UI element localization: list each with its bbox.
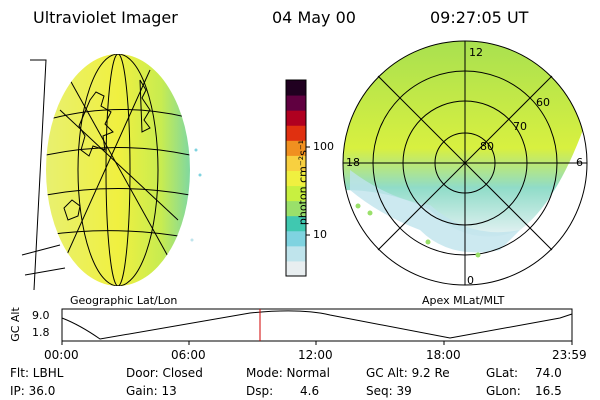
timeline-x-tick-0: 00:00 [44, 348, 79, 362]
timeline-x-tick-2: 12:00 [298, 348, 333, 362]
colorbar-tick-10: 10 [313, 228, 327, 241]
timeline-y-tick-low: 1.8 [32, 326, 50, 339]
status-seq: Seq: 39 [366, 384, 412, 398]
timeline-y-label: GC Alt [8, 307, 22, 342]
geographic-label: Geographic Lat/Lon [70, 294, 178, 307]
status-flt: Flt: LBHL [10, 366, 64, 380]
status-dsp-value: 4.6 [300, 384, 320, 398]
status-dsp-label: Dsp: [246, 384, 274, 398]
status-glon-label: GLon: [486, 384, 521, 398]
timeline-y-tick-high: 9.0 [32, 309, 50, 322]
status-mode: Mode: Normal [246, 366, 330, 380]
colorbar-band [286, 215, 306, 232]
status-door: Door: Closed [126, 366, 203, 380]
mlt-label-18: 18 [346, 156, 360, 169]
status-glat-value: 74.0 [535, 366, 562, 380]
lat-label-70: 70 [513, 120, 527, 133]
timeline-x-tick-4: 23:59 [552, 348, 587, 362]
colorbar-tick-100: 100 [313, 140, 334, 153]
colorbar-band [286, 155, 306, 171]
colorbar-band [286, 185, 306, 202]
colorbar-band [286, 170, 306, 187]
apex-label: Apex MLat/MLT [422, 294, 505, 307]
status-glon-value: 16.5 [535, 384, 562, 398]
lat-label-80: 80 [480, 140, 494, 153]
colorbar-band [286, 140, 306, 156]
mlt-label-12: 12 [469, 46, 483, 59]
colorbar-band [286, 260, 306, 277]
colorbar-band [286, 110, 306, 126]
colorbar-band [286, 125, 306, 141]
timeline-x-tick-3: 18:00 [426, 348, 461, 362]
lat-label-60: 60 [536, 96, 550, 109]
polar-plot [342, 40, 588, 286]
status-ip: IP: 36.0 [10, 384, 56, 398]
colorbar-band [286, 80, 306, 96]
instrument-title: Ultraviolet Imager [33, 8, 178, 27]
colorbar-band [286, 95, 306, 111]
status-gain: Gain: 13 [126, 384, 177, 398]
status-gcalt: GC Alt: 9.2 Re [366, 366, 450, 380]
date-label: 04 May 00 [272, 8, 356, 27]
colorbar-band [286, 230, 306, 247]
colorbar [286, 80, 306, 277]
geographic-image [21, 54, 202, 291]
altitude-timeline [61, 308, 573, 345]
time-label: 09:27:05 UT [430, 8, 529, 27]
colorbar-band [286, 200, 306, 217]
status-glat-label: GLat: [486, 366, 519, 380]
colorbar-unit-label: photon cm⁻²s⁻¹ [296, 139, 310, 226]
mlt-label-0: 0 [467, 274, 474, 287]
timeline-x-tick-1: 06:00 [171, 348, 206, 362]
colorbar-band [286, 245, 306, 262]
mlt-label-6: 6 [576, 156, 583, 169]
